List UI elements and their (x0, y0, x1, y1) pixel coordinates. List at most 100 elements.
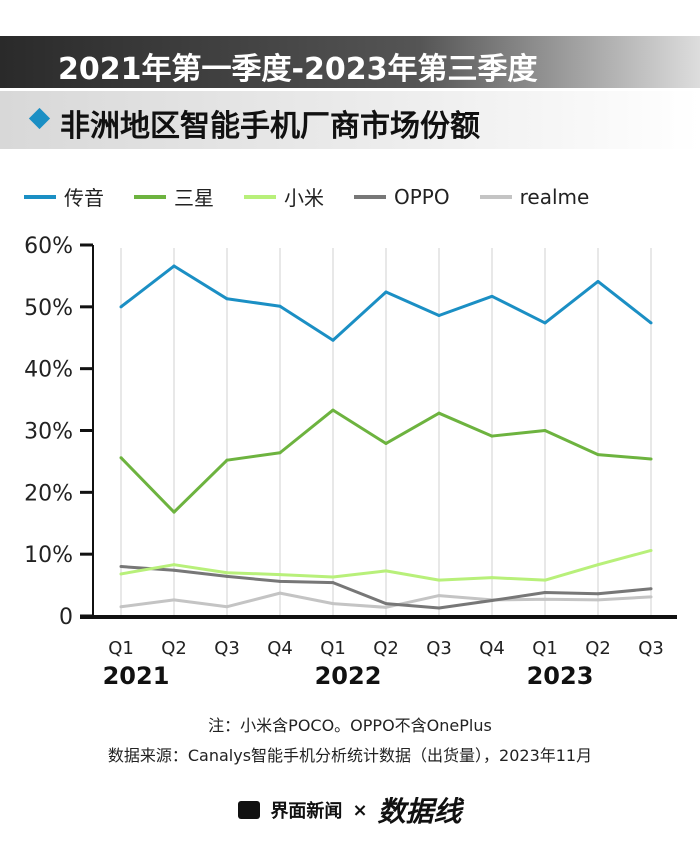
data-point (225, 574, 229, 578)
note: 注：小米含POCO。OPPO不含OnePlus (208, 716, 492, 735)
data-point (172, 563, 176, 567)
data-point (119, 572, 123, 576)
subtitle-bar: 非洲地区智能手机厂商市场份额 (0, 91, 700, 149)
data-point (172, 264, 176, 268)
data-point (278, 573, 282, 577)
data-point (543, 578, 547, 582)
data-point (543, 429, 547, 432)
data-point (225, 605, 229, 609)
data-point (225, 458, 229, 462)
y-tick-label: 60% (24, 234, 73, 259)
data-point (278, 451, 282, 455)
data-point (596, 592, 600, 596)
data-point (543, 597, 547, 601)
data-point (437, 313, 441, 317)
footer: 界面新闻 × 数据线 (0, 790, 700, 830)
data-point (384, 441, 388, 445)
data-point (437, 606, 441, 610)
title-line2: 非洲地区智能手机厂商市场份额 (60, 109, 480, 144)
legend-label: realme (519, 184, 590, 209)
x-tick-label: Q4 (479, 638, 505, 659)
data-point (437, 578, 441, 582)
data-point (119, 605, 123, 609)
legend-label: 三星 (174, 186, 214, 210)
legend-swatch (354, 194, 386, 199)
y-tick-label: 0 (59, 605, 73, 630)
x-tick-label: Q1 (108, 638, 134, 659)
data-point (596, 453, 600, 457)
data-point (649, 321, 653, 325)
legend-label: 小米 (284, 186, 324, 210)
data-point (172, 568, 176, 572)
data-point (119, 456, 123, 460)
data-point (384, 605, 388, 609)
jiemian-logo-icon (238, 801, 261, 819)
legend-item: OPPO (354, 182, 450, 211)
data-point (490, 599, 494, 603)
x-tick-label: Q3 (214, 638, 240, 659)
data-point (596, 279, 600, 283)
legend-swatch (134, 194, 166, 199)
x-tick-label: Q2 (585, 638, 611, 659)
legend-swatch (479, 194, 512, 199)
legend-item: 小米 (244, 182, 324, 211)
data-point (490, 294, 494, 298)
x-tick-label: Q4 (267, 638, 293, 659)
legend-item: realme (479, 182, 590, 211)
x-tick-label: Q3 (426, 638, 452, 659)
data-point (384, 602, 388, 606)
source: 数据来源：Canalys智能手机分析统计数据（出货量），2023年11月 (107, 746, 593, 765)
x-tick-label: Q2 (161, 638, 187, 659)
y-tick-label: 20% (24, 481, 73, 506)
legend-swatch (244, 194, 276, 199)
data-point (490, 434, 494, 438)
data-point (331, 338, 335, 342)
x-tick-label: Q1 (532, 638, 558, 659)
year-label: 2022 (315, 662, 382, 690)
title-line1: 2021年第一季度-2023年第三季度 (58, 52, 538, 87)
data-point (649, 587, 653, 591)
data-point (331, 408, 335, 412)
data-point (384, 569, 388, 573)
legend-item: 传音 (24, 182, 104, 211)
data-point (331, 575, 335, 579)
y-tick-label: 30% (24, 420, 73, 445)
data-point (119, 305, 123, 309)
y-tick-label: 10% (24, 543, 73, 568)
data-point (278, 579, 282, 583)
y-tick-label: 40% (24, 358, 73, 383)
legend-item: 三星 (134, 182, 214, 211)
data-point (490, 576, 494, 580)
y-tick-label: 50% (24, 296, 73, 321)
legend-swatch (24, 194, 56, 199)
x-tick-label: Q1 (320, 638, 346, 659)
data-point (437, 411, 441, 415)
data-point (649, 457, 653, 461)
legend-label: OPPO (394, 184, 450, 209)
data-point (543, 321, 547, 325)
line-chart: Q1 Q2 Q3 Q4 Q1 Q2 Q3 Q4 Q1 Q2 Q3 2021 2022 2023 0 10% 20… (24, 234, 677, 690)
separator: × (352, 799, 368, 821)
x-tick-label: Q3 (638, 638, 664, 659)
data-point (649, 595, 653, 599)
data-point (278, 591, 282, 595)
data-point (437, 594, 441, 598)
partner-logo: 数据线 (377, 795, 462, 828)
x-tick-label: Q2 (373, 638, 399, 659)
data-point (225, 571, 229, 575)
brand: 界面新闻 (270, 801, 343, 822)
data-point (119, 565, 123, 569)
legend: 传音 三星 小米 OPPO realme (24, 182, 619, 211)
data-point (278, 304, 282, 308)
data-point (172, 598, 176, 602)
year-label: 2021 (103, 662, 170, 690)
data-point (384, 290, 388, 294)
data-point (543, 591, 547, 595)
data-point (172, 510, 176, 514)
data-point (331, 581, 335, 585)
data-point (596, 563, 600, 567)
legend-label: 传音 (64, 186, 104, 210)
data-point (596, 598, 600, 602)
year-label: 2023 (527, 662, 594, 690)
data-point (331, 602, 335, 606)
